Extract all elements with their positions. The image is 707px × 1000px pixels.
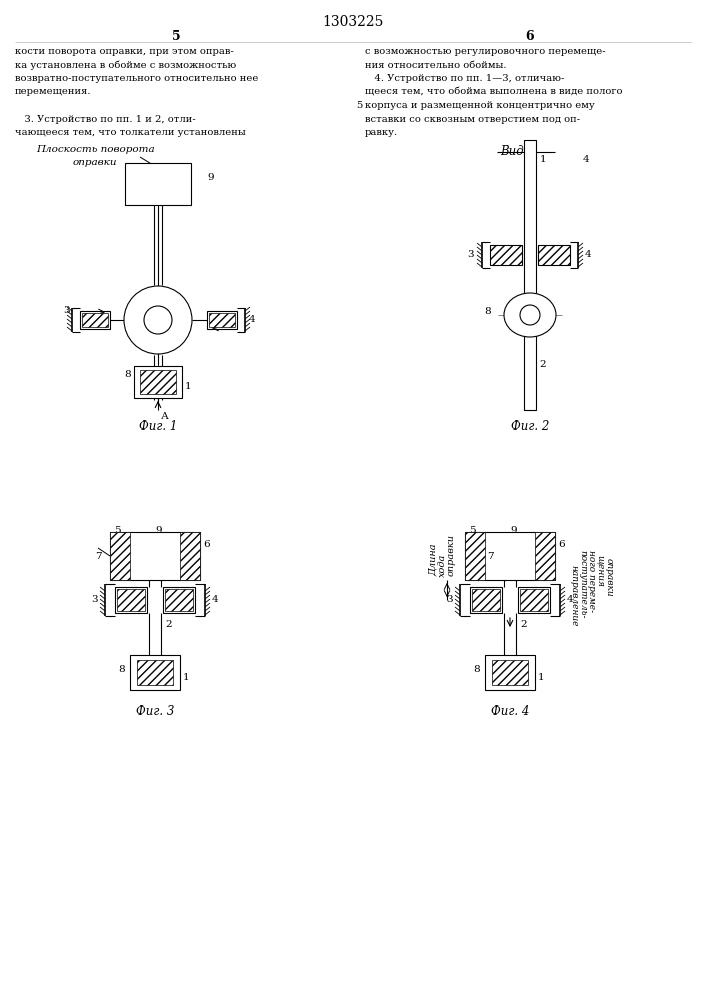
Text: 1: 1 xyxy=(540,155,547,164)
Text: 3. Устройство по пп. 1 и 2, отли-: 3. Устройство по пп. 1 и 2, отли- xyxy=(15,114,196,123)
Text: 4: 4 xyxy=(567,595,573,604)
Text: 4: 4 xyxy=(585,250,592,259)
Text: вставки со сквозным отверстием под оп-: вставки со сквозным отверстием под оп- xyxy=(365,114,580,123)
Bar xyxy=(82,313,108,327)
Text: Фиг. 2: Фиг. 2 xyxy=(511,420,549,433)
Text: чающееся тем, что толкатели установлены: чающееся тем, что толкатели установлены xyxy=(15,128,246,137)
Text: Фиг. 1: Фиг. 1 xyxy=(139,420,177,433)
Bar xyxy=(140,370,176,394)
Bar xyxy=(465,532,485,580)
Text: 1: 1 xyxy=(185,382,192,391)
Bar xyxy=(80,311,110,329)
Text: Плоскость поворота: Плоскость поворота xyxy=(35,145,154,154)
Text: 1: 1 xyxy=(174,315,180,324)
Text: корпуса и размещенной концентрично ему: корпуса и размещенной концентрично ему xyxy=(365,101,595,110)
Bar xyxy=(472,589,500,611)
Ellipse shape xyxy=(124,286,192,354)
Text: 3: 3 xyxy=(63,306,69,315)
Text: 1: 1 xyxy=(183,672,189,682)
Text: 2: 2 xyxy=(165,620,172,629)
Text: 8: 8 xyxy=(484,307,491,316)
Text: перемещения.: перемещения. xyxy=(15,88,91,97)
Bar xyxy=(470,587,502,613)
Bar xyxy=(180,532,200,580)
Text: ния относительно обоймы.: ния относительно обоймы. xyxy=(365,60,506,70)
Text: 3: 3 xyxy=(467,250,474,259)
Bar xyxy=(207,311,237,329)
Text: 3: 3 xyxy=(91,595,98,604)
Bar xyxy=(137,660,173,685)
Text: 4: 4 xyxy=(583,155,590,164)
Text: возвратно-поступательного относительно нее: возвратно-поступательного относительно н… xyxy=(15,74,258,83)
Text: Длина: Длина xyxy=(429,544,438,576)
Bar xyxy=(518,587,550,613)
Text: 2: 2 xyxy=(520,620,527,629)
Bar xyxy=(538,245,570,265)
Bar xyxy=(485,655,535,690)
Text: 5: 5 xyxy=(356,101,363,110)
Text: 7: 7 xyxy=(487,552,493,561)
Text: щееся тем, что обойма выполнена в виде полого: щееся тем, что обойма выполнена в виде п… xyxy=(365,88,622,97)
Text: А: А xyxy=(161,412,169,421)
Text: 8: 8 xyxy=(473,665,479,674)
Text: Фиг. 4: Фиг. 4 xyxy=(491,705,529,718)
Bar xyxy=(209,313,235,327)
Ellipse shape xyxy=(504,293,556,337)
Text: 6: 6 xyxy=(203,540,209,549)
Text: Фиг. 3: Фиг. 3 xyxy=(136,705,174,718)
Bar xyxy=(110,532,200,580)
Bar xyxy=(492,660,528,685)
Bar xyxy=(130,655,180,690)
Bar xyxy=(165,589,193,611)
Bar xyxy=(524,140,536,410)
Ellipse shape xyxy=(520,305,540,325)
Bar xyxy=(490,245,522,265)
Text: 4. Устройство по пп. 1—3, отличаю-: 4. Устройство по пп. 1—3, отличаю- xyxy=(365,74,564,83)
Text: 8: 8 xyxy=(118,665,124,674)
Text: 4: 4 xyxy=(249,315,256,324)
Text: 1: 1 xyxy=(539,325,546,334)
Text: 1: 1 xyxy=(538,672,544,682)
Bar xyxy=(110,532,130,580)
Text: 8: 8 xyxy=(124,370,131,379)
Text: направление: направление xyxy=(569,565,578,626)
Bar xyxy=(163,587,195,613)
Text: 5: 5 xyxy=(469,526,476,535)
Text: равку.: равку. xyxy=(365,128,398,137)
Text: оправки: оправки xyxy=(447,534,456,576)
Text: с возможностью регулировочного перемеще-: с возможностью регулировочного перемеще- xyxy=(365,47,606,56)
Text: ного переме-: ного переме- xyxy=(587,550,596,612)
Text: 1303225: 1303225 xyxy=(322,15,384,29)
Text: щения: щения xyxy=(596,555,605,587)
Text: 3: 3 xyxy=(446,595,452,604)
Text: поступатель-: поступатель- xyxy=(578,550,587,618)
Text: 9: 9 xyxy=(510,526,517,535)
Bar xyxy=(465,532,555,580)
Text: Вид А: Вид А xyxy=(500,145,537,158)
Bar xyxy=(117,589,145,611)
Text: 6: 6 xyxy=(526,30,534,43)
Text: кости поворота оправки, при этом оправ-: кости поворота оправки, при этом оправ- xyxy=(15,47,234,56)
Bar xyxy=(115,587,147,613)
Text: оправки: оправки xyxy=(605,558,614,597)
Text: ка установлена в обойме с возможностью: ка установлена в обойме с возможностью xyxy=(15,60,236,70)
Text: 5: 5 xyxy=(172,30,180,43)
Bar xyxy=(125,163,191,205)
Ellipse shape xyxy=(144,306,172,334)
Text: 4: 4 xyxy=(212,595,218,604)
Bar xyxy=(134,366,182,398)
Text: оправки: оправки xyxy=(73,158,117,167)
Text: хода: хода xyxy=(438,553,447,577)
Text: 2: 2 xyxy=(539,360,546,369)
Text: 9: 9 xyxy=(155,526,162,535)
Bar xyxy=(520,589,548,611)
Text: 5: 5 xyxy=(114,526,121,535)
Text: 9: 9 xyxy=(207,173,214,182)
Text: 6: 6 xyxy=(558,540,565,549)
Bar xyxy=(535,532,555,580)
Text: 2: 2 xyxy=(161,306,168,315)
Text: 7: 7 xyxy=(95,552,102,561)
